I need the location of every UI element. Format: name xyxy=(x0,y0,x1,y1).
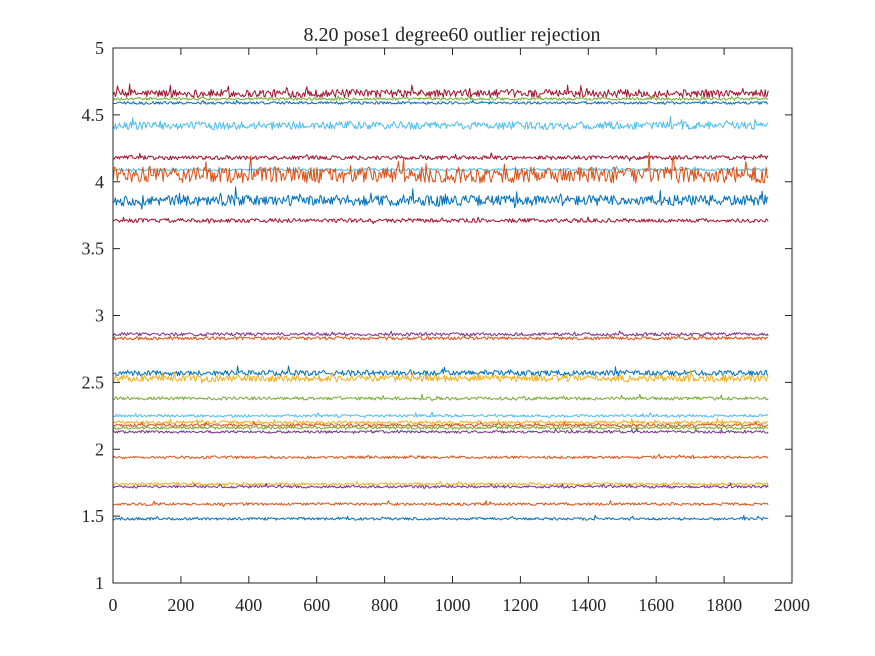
x-tick-label: 1000 xyxy=(435,595,471,615)
series-line-7 xyxy=(112,151,769,184)
y-tick-label: 3.5 xyxy=(82,239,105,259)
series-line-24 xyxy=(112,514,769,521)
y-tick-label: 5 xyxy=(95,38,104,58)
axes-frame xyxy=(112,47,793,584)
chart-title: 8.20 pose1 degree60 outlier rejection xyxy=(303,24,600,46)
y-tick-label: 4 xyxy=(95,172,104,192)
series-line-17 xyxy=(113,421,769,427)
x-tick-label: 0 xyxy=(109,595,118,615)
series-line-23 xyxy=(113,500,769,507)
y-axis: 1 1.5 2 2.5 3 3.5 4 4.5 5 xyxy=(82,38,792,593)
series-line-18 xyxy=(112,423,769,430)
x-tick-label: 1800 xyxy=(706,595,742,615)
x-tick-label: 1200 xyxy=(502,595,538,615)
x-tick-label: 800 xyxy=(371,595,398,615)
plot-area: 0 200 400 600 800 1000 1200 1400 1600 1800 2000 11… xyxy=(82,38,811,615)
series-line-4 xyxy=(112,116,769,131)
y-tick-label: 1 xyxy=(95,573,104,593)
y-tick-label: 1.5 xyxy=(82,506,105,526)
series-line-21 xyxy=(113,480,769,487)
series-line-10 xyxy=(112,330,769,337)
y-tick-label: 3 xyxy=(95,306,104,326)
series-line-13 xyxy=(112,369,769,384)
y-tick-label: 2.5 xyxy=(82,372,105,392)
series-line-14 xyxy=(113,393,769,402)
axes-border xyxy=(112,47,793,584)
series-line-5 xyxy=(113,152,769,162)
y-tick-label: 2 xyxy=(95,439,104,459)
series-line-20 xyxy=(112,453,769,460)
x-tick-label: 2000 xyxy=(774,595,810,615)
series-line-15 xyxy=(113,411,769,419)
x-tick-label: 200 xyxy=(167,595,194,615)
series-line-3 xyxy=(113,99,769,106)
x-tick-label: 600 xyxy=(303,595,330,615)
series-line-9 xyxy=(112,216,769,225)
series-line-16 xyxy=(112,417,769,425)
series-line-1 xyxy=(112,83,769,98)
x-tick-label: 1400 xyxy=(570,595,606,615)
series-line-22 xyxy=(112,482,769,490)
series-line-2 xyxy=(112,95,769,101)
y-tick-label: 4.5 xyxy=(82,105,105,125)
series-layer xyxy=(112,83,769,521)
x-tick-label: 1600 xyxy=(638,595,674,615)
x-tick-label: 400 xyxy=(235,595,262,615)
series-line-19 xyxy=(112,428,769,435)
x-axis: 0 200 400 600 800 1000 1200 1400 1600 1800 2000 xyxy=(109,48,810,615)
series-line-11 xyxy=(112,334,769,341)
series-line-8 xyxy=(112,186,769,210)
